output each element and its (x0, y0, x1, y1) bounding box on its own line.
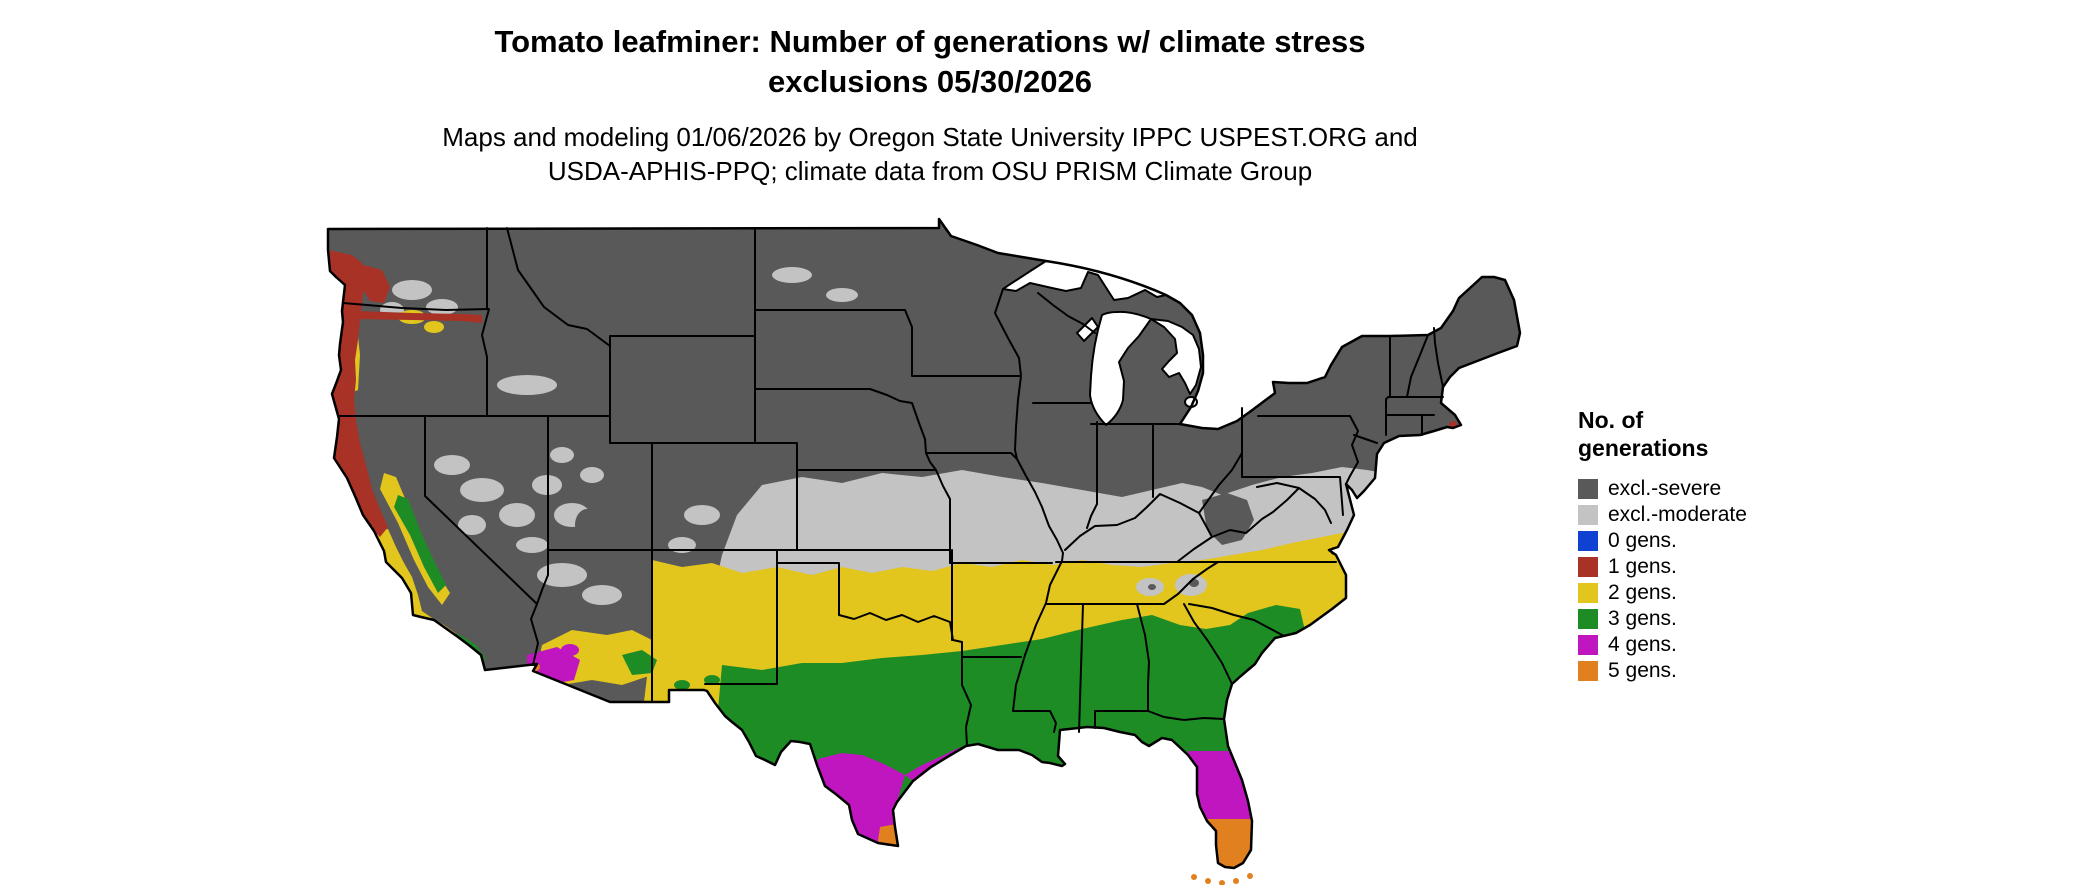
legend-label: 0 gens. (1608, 529, 1677, 552)
legend-item: excl.-severe (1578, 476, 1878, 502)
legend-item: 1 gens. (1578, 554, 1878, 580)
legend-item: 3 gens. (1578, 606, 1878, 632)
legend-item: excl.-moderate (1578, 502, 1878, 528)
map-container (322, 215, 1542, 886)
page-title: Tomato leafminer: Number of generations … (0, 22, 1860, 102)
great-lakes (1002, 260, 1202, 426)
legend-item: 5 gens. (1578, 658, 1878, 684)
legend-swatch-4-gens (1578, 635, 1598, 655)
page-subtitle: Maps and modeling 01/06/2026 by Oregon S… (0, 120, 1860, 188)
florida-keys (1191, 873, 1253, 886)
legend-label: excl.-severe (1608, 477, 1722, 500)
legend-label: 2 gens. (1608, 581, 1677, 604)
legend-title-line1: No. of (1578, 407, 1644, 433)
legend-item: 2 gens. (1578, 580, 1878, 606)
legend-title: No. of generations (1578, 406, 1878, 462)
lake-huron (1150, 318, 1202, 395)
us-outline (326, 217, 1522, 870)
legend-label: 1 gens. (1608, 555, 1677, 578)
legend-swatch-excl-severe (1578, 479, 1598, 499)
legend-swatch-2-gens (1578, 583, 1598, 603)
legend-label: 5 gens. (1608, 659, 1677, 682)
legend-swatch-0-gens (1578, 531, 1598, 551)
page-subtitle-line1: Maps and modeling 01/06/2026 by Oregon S… (442, 122, 1418, 152)
page-subtitle-line2: USDA-APHIS-PPQ; climate data from OSU PR… (547, 156, 1313, 186)
legend-swatch-excl-moderate (1578, 505, 1598, 525)
legend-label: 3 gens. (1608, 607, 1677, 630)
legend-label: 4 gens. (1608, 633, 1677, 656)
us-map (326, 217, 1522, 886)
legend: No. of generations excl.-severe excl.-mo… (1578, 406, 1878, 684)
page-title-line2: exclusions 05/30/2026 (767, 64, 1092, 99)
lake-michigan (1089, 310, 1152, 426)
legend-item: 4 gens. (1578, 632, 1878, 658)
green-bay (1076, 317, 1099, 342)
legend-label: excl.-moderate (1608, 503, 1747, 526)
legend-swatch-1-gens (1578, 557, 1598, 577)
legend-swatch-3-gens (1578, 609, 1598, 629)
legend-title-line2: generations (1578, 435, 1709, 461)
legend-item: 0 gens. (1578, 528, 1878, 554)
state-borders (338, 227, 1444, 747)
legend-swatch-5-gens (1578, 661, 1598, 681)
page-title-line1: Tomato leafminer: Number of generations … (494, 24, 1366, 59)
